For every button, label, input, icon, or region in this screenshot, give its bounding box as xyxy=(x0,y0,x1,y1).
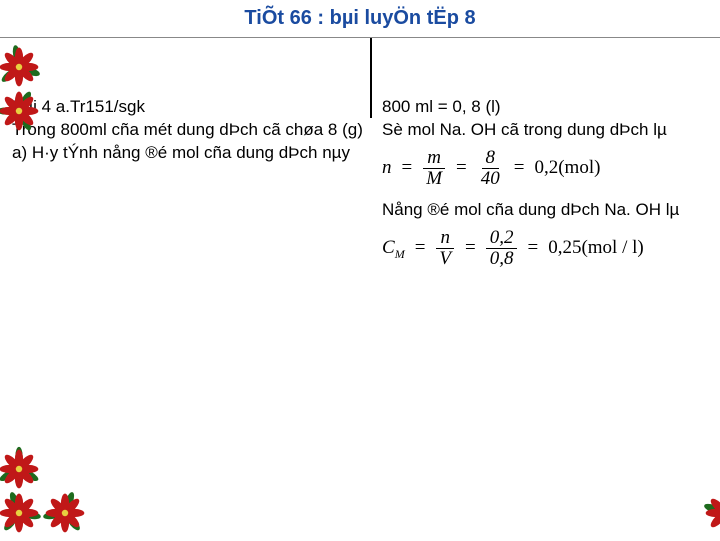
var-CM: CM xyxy=(382,235,405,262)
frac-n-over-V: n V xyxy=(435,228,455,269)
formula-CM: CM = n V = 0,2 0,8 = 0,25(mol / l) xyxy=(382,228,720,269)
num-n: n xyxy=(436,228,454,249)
poinsettia-icon xyxy=(42,490,88,536)
left-column: Bµi 4 a.Tr151/sgk Trong 800ml cña mét du… xyxy=(0,38,370,540)
num-m: m xyxy=(423,148,445,169)
title-bar: TiÕt 66 : bµi luyÖn tËp 8 xyxy=(0,0,720,38)
poinsettia-icon xyxy=(702,490,720,536)
frac-m-over-M: m M xyxy=(422,148,446,189)
eq-sign: = xyxy=(510,155,529,181)
num-02: 0,2 xyxy=(486,228,518,249)
right-column: 800 ml = 0, 8 (l) Sè mol Na. OH cã trong… xyxy=(370,38,720,540)
poinsettia-icon xyxy=(0,490,42,536)
concentration-statement: Nång ®é mol cña dung dÞch Na. OH lµ xyxy=(382,199,720,222)
sub-M: M xyxy=(395,246,405,260)
poinsettia-icon xyxy=(0,446,42,492)
eq-sign: = xyxy=(523,235,542,261)
frac-8-over-40: 8 40 xyxy=(477,148,504,189)
eq-sign: = xyxy=(411,235,430,261)
var-C: C xyxy=(382,237,395,258)
num-8: 8 xyxy=(482,148,500,169)
problem-text-2: a) H·y tÝnh nång ®é mol cña dung dÞch nµ… xyxy=(12,142,364,165)
mol-statement: Sè mol Na. OH cã trong dung dÞch lµ xyxy=(382,119,720,142)
poinsettia-icon xyxy=(0,88,42,134)
vertical-divider xyxy=(370,38,372,118)
page-title: TiÕt 66 : bµi luyÖn tËp 8 xyxy=(244,7,475,30)
formula-n: n = m M = 8 40 = 0,2(mol) xyxy=(382,148,720,189)
conversion-line: 800 ml = 0, 8 (l) xyxy=(382,96,720,119)
content-area: Bµi 4 a.Tr151/sgk Trong 800ml cña mét du… xyxy=(0,38,720,540)
eq-sign: = xyxy=(398,155,417,181)
den-08: 0,8 xyxy=(486,249,518,269)
var-n: n xyxy=(382,155,392,181)
problem-text-1: Trong 800ml cña mét dung dÞch cã chøa 8 … xyxy=(12,119,364,142)
result-n: 0,2(mol) xyxy=(534,155,600,181)
poinsettia-icon xyxy=(0,44,42,90)
eq-sign: = xyxy=(461,235,480,261)
den-40: 40 xyxy=(477,169,504,189)
den-M: M xyxy=(422,169,446,189)
result-CM: 0,25(mol / l) xyxy=(548,235,644,261)
den-V: V xyxy=(435,249,455,269)
problem-ref: Bµi 4 a.Tr151/sgk xyxy=(12,96,364,119)
frac-02-over-08: 0,2 0,8 xyxy=(486,228,518,269)
eq-sign: = xyxy=(452,155,471,181)
